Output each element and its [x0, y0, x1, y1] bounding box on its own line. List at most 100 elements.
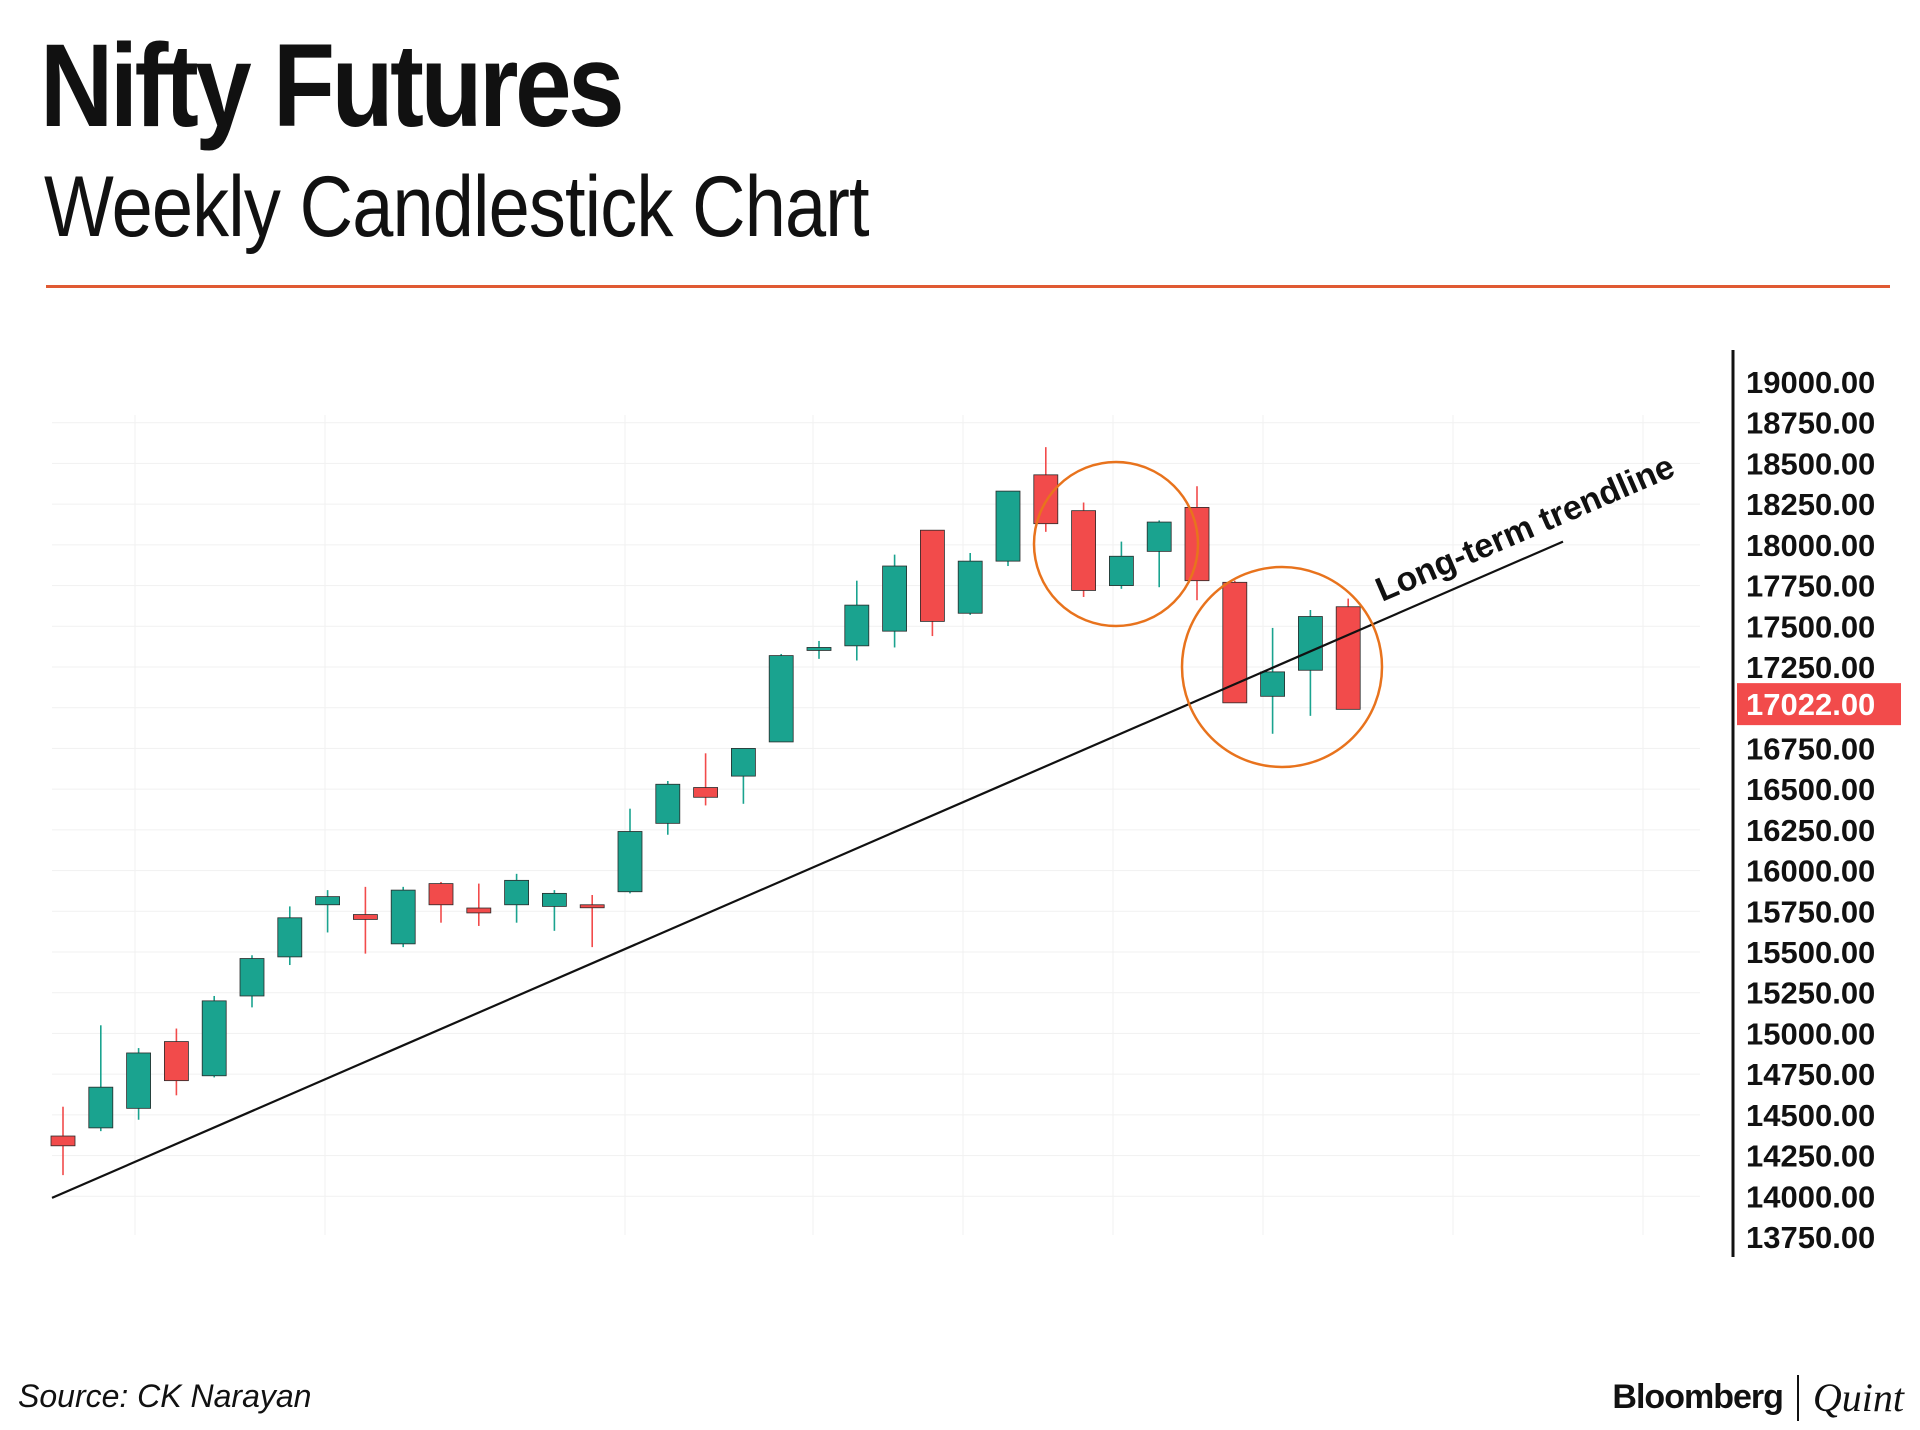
- candle: [239, 955, 265, 1008]
- candles: [50, 447, 1361, 1176]
- source-note: Source: CK Narayan: [18, 1378, 312, 1414]
- candle: [163, 1028, 189, 1096]
- y-tick-label: 18500.00: [1746, 446, 1875, 481]
- highlight-circles: [1032, 460, 1384, 769]
- header-divider: [46, 285, 1890, 288]
- y-tick-label: 17250.00: [1746, 650, 1875, 685]
- candle: [693, 753, 718, 806]
- candle: [655, 781, 681, 835]
- candle: [957, 553, 983, 615]
- candle-body: [693, 787, 718, 798]
- y-tick-label: 16000.00: [1746, 854, 1875, 889]
- candle: [201, 995, 227, 1078]
- candle-body: [844, 604, 870, 647]
- y-tick-label: 16750.00: [1746, 731, 1875, 766]
- candle-body: [768, 655, 794, 743]
- candle: [88, 1025, 114, 1132]
- candle-body: [579, 904, 605, 909]
- brand-logo: Bloomberg Quint: [1612, 1374, 1904, 1421]
- candle: [126, 1048, 151, 1120]
- brand-separator: [1796, 1374, 1799, 1421]
- candle: [617, 808, 643, 894]
- candle-body: [1146, 521, 1172, 552]
- candle-body: [239, 958, 265, 997]
- candle: [352, 886, 378, 954]
- candle: [1071, 502, 1096, 597]
- candle: [50, 1106, 76, 1176]
- y-tick-label: 18750.00: [1746, 406, 1875, 441]
- brand-name: Bloomberg: [1612, 1378, 1783, 1416]
- y-tick-label: 16500.00: [1746, 772, 1875, 807]
- candle-body: [995, 490, 1021, 562]
- y-tick-label: 14250.00: [1746, 1139, 1875, 1174]
- trendline-label: Long-term trendline: [1370, 447, 1680, 609]
- candle: [1298, 610, 1323, 716]
- candle-body: [201, 1000, 227, 1077]
- trendline: [51, 540, 1564, 1199]
- candle: [1109, 541, 1134, 589]
- chart-subtitle: Weekly Candlestick Chart: [44, 159, 870, 255]
- candle-body: [352, 914, 378, 920]
- candle-body: [50, 1135, 76, 1147]
- candle-body: [504, 879, 530, 906]
- y-tick-label: 17500.00: [1746, 609, 1875, 644]
- y-tick-label: 17750.00: [1746, 569, 1875, 604]
- candle: [768, 653, 794, 743]
- chart-title: Nifty Futures: [40, 20, 625, 152]
- highlight-circle: [1032, 460, 1200, 628]
- y-tick-label: 18250.00: [1746, 487, 1875, 522]
- candle-body: [163, 1041, 189, 1082]
- chart-grid: [52, 415, 1700, 1235]
- y-tick-label: 19000.00: [1746, 365, 1875, 400]
- candle-body: [466, 907, 492, 914]
- candle-body: [1071, 510, 1096, 591]
- candle: [428, 881, 454, 923]
- candle: [315, 890, 341, 933]
- candle-body: [882, 565, 907, 632]
- candle: [504, 873, 530, 923]
- candle-body: [428, 883, 454, 906]
- current-price-label: 17022.00: [1746, 687, 1875, 722]
- candle-body: [315, 896, 341, 906]
- candle-body: [542, 892, 567, 907]
- candle: [542, 890, 567, 931]
- brand-subname: Quint: [1812, 1375, 1904, 1420]
- y-tick-label: 15500.00: [1746, 935, 1875, 970]
- y-tick-label: 16250.00: [1746, 813, 1875, 848]
- candle: [920, 529, 945, 637]
- candle: [731, 748, 756, 804]
- candle: [579, 895, 605, 948]
- candle-body: [1260, 671, 1285, 697]
- candle-body: [1109, 555, 1134, 586]
- candle: [1222, 580, 1248, 704]
- candle-body: [88, 1086, 114, 1129]
- candle: [882, 554, 907, 648]
- candle: [466, 883, 492, 926]
- candle-body: [277, 917, 303, 958]
- y-tick-label: 13750.00: [1746, 1220, 1875, 1255]
- y-tick-label: 15000.00: [1746, 1016, 1875, 1051]
- candle-body: [957, 560, 983, 614]
- candle: [277, 906, 303, 966]
- y-tick-label: 18000.00: [1746, 528, 1875, 563]
- highlight-circle: [1180, 565, 1384, 769]
- candle: [995, 490, 1021, 567]
- candle-body: [1298, 616, 1323, 671]
- candle-body: [126, 1052, 151, 1109]
- y-tick-label: 15750.00: [1746, 894, 1875, 929]
- y-axis-ticks: 19000.00 18750.00 18500.00 18250.00 18000.00…: [1746, 365, 1875, 1255]
- current-price-badge: 17022.00: [1737, 683, 1901, 726]
- candle-body: [920, 529, 945, 622]
- candle: [390, 886, 416, 948]
- y-tick-label: 14750.00: [1746, 1057, 1875, 1092]
- candle: [844, 580, 870, 661]
- candle-body: [617, 831, 643, 893]
- candle: [1335, 598, 1361, 710]
- candle: [1146, 520, 1172, 588]
- candle-body: [731, 748, 756, 777]
- y-tick-label: 14500.00: [1746, 1098, 1875, 1133]
- candle-body: [390, 889, 416, 945]
- candle-body: [655, 783, 681, 824]
- y-tick-label: 15250.00: [1746, 976, 1875, 1011]
